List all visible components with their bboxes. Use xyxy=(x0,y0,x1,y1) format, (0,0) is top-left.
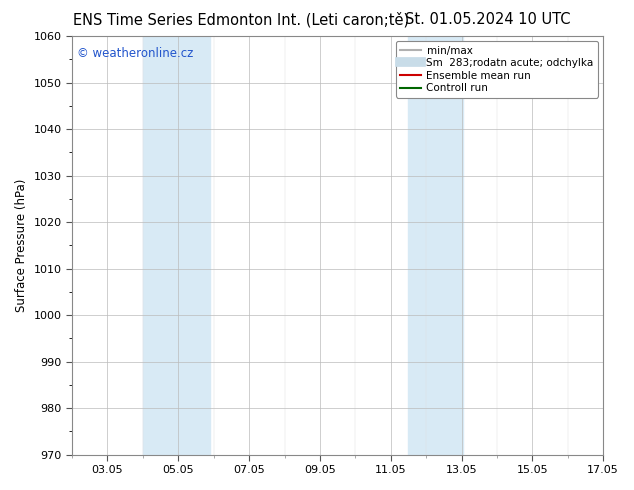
Bar xyxy=(408,36,463,455)
Text: ENS Time Series Edmonton Int. (Leti caron;tě): ENS Time Series Edmonton Int. (Leti caro… xyxy=(73,12,409,28)
Bar xyxy=(143,36,210,455)
Text: St. 01.05.2024 10 UTC: St. 01.05.2024 10 UTC xyxy=(405,12,571,27)
Legend: min/max, Sm  283;rodatn acute; odchylka, Ensemble mean run, Controll run: min/max, Sm 283;rodatn acute; odchylka, … xyxy=(396,41,598,98)
Y-axis label: Surface Pressure (hPa): Surface Pressure (hPa) xyxy=(15,179,28,312)
Text: © weatheronline.cz: © weatheronline.cz xyxy=(77,47,194,60)
